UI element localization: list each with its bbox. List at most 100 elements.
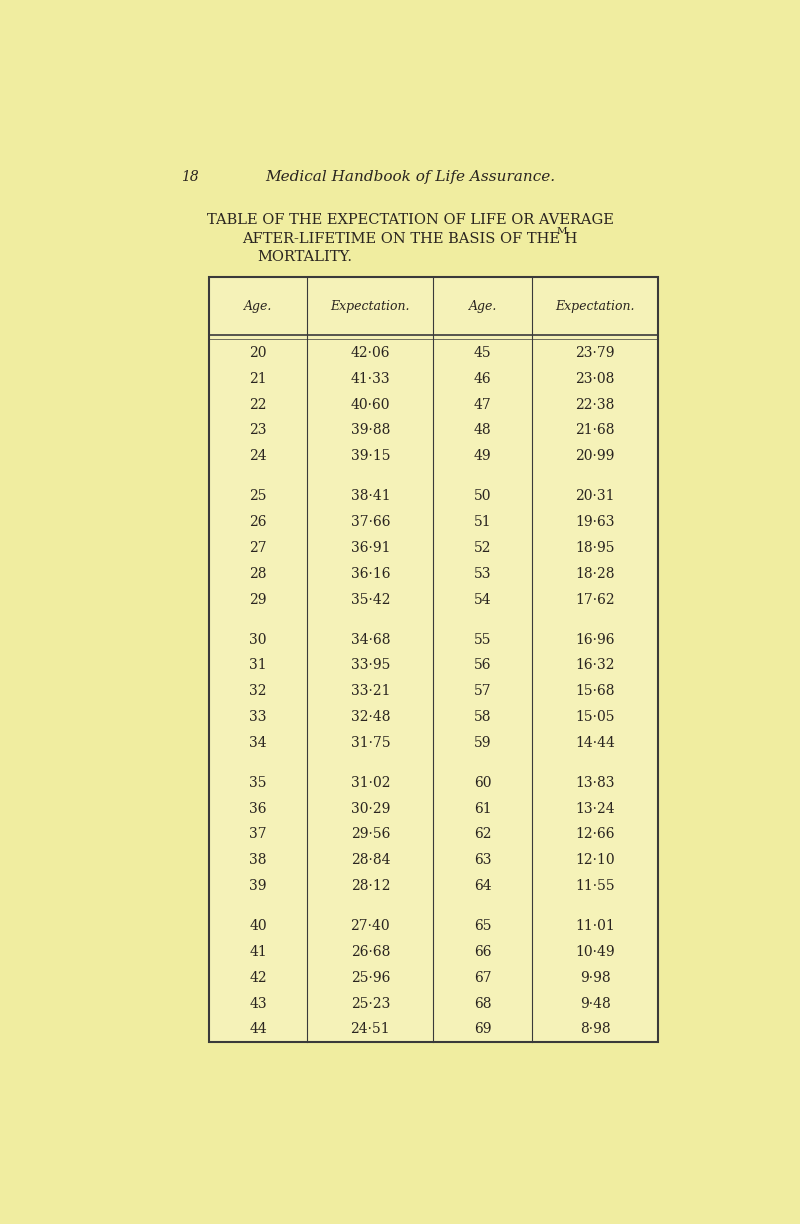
Text: 20·31: 20·31 xyxy=(575,490,615,503)
Text: 13·24: 13·24 xyxy=(575,802,615,815)
Text: 54: 54 xyxy=(474,592,491,607)
Text: 37·66: 37·66 xyxy=(350,515,390,529)
Text: 31·75: 31·75 xyxy=(350,736,390,750)
Text: 30: 30 xyxy=(249,633,266,646)
Text: 23: 23 xyxy=(249,424,266,437)
Text: 18·95: 18·95 xyxy=(575,541,615,554)
Text: 24·51: 24·51 xyxy=(350,1022,390,1037)
Text: 40·60: 40·60 xyxy=(350,398,390,411)
Text: 37: 37 xyxy=(249,827,266,841)
Text: 43: 43 xyxy=(249,996,266,1011)
Text: 20: 20 xyxy=(249,346,266,360)
Text: 16·32: 16·32 xyxy=(575,659,615,672)
Text: 39·88: 39·88 xyxy=(350,424,390,437)
Text: 36: 36 xyxy=(249,802,266,815)
Text: Expectation.: Expectation. xyxy=(555,300,635,312)
Text: 68: 68 xyxy=(474,996,491,1011)
Text: 50: 50 xyxy=(474,490,491,503)
Text: 39·15: 39·15 xyxy=(350,449,390,463)
Text: 47: 47 xyxy=(474,398,491,411)
Text: Medical Handbook of Life Assurance.: Medical Handbook of Life Assurance. xyxy=(265,170,555,185)
Text: 31: 31 xyxy=(249,659,266,672)
Text: 35: 35 xyxy=(249,776,266,789)
Text: 33: 33 xyxy=(249,710,266,723)
Text: 21: 21 xyxy=(249,372,266,386)
Text: 19·63: 19·63 xyxy=(575,515,615,529)
Text: 31·02: 31·02 xyxy=(350,776,390,789)
Text: 14·44: 14·44 xyxy=(575,736,615,750)
Text: 52: 52 xyxy=(474,541,491,554)
Text: 28·12: 28·12 xyxy=(350,879,390,894)
Text: 21·68: 21·68 xyxy=(575,424,615,437)
Text: 42·06: 42·06 xyxy=(350,346,390,360)
Text: 35·42: 35·42 xyxy=(350,592,390,607)
Text: 55: 55 xyxy=(474,633,491,646)
Text: 69: 69 xyxy=(474,1022,491,1037)
Text: 28: 28 xyxy=(249,567,266,580)
Text: 12·10: 12·10 xyxy=(575,853,615,868)
Text: 56: 56 xyxy=(474,659,491,672)
Text: 25·23: 25·23 xyxy=(350,996,390,1011)
Text: 23·08: 23·08 xyxy=(575,372,614,386)
Text: 49: 49 xyxy=(474,449,491,463)
Text: 17·62: 17·62 xyxy=(575,592,615,607)
Text: 23·79: 23·79 xyxy=(575,346,615,360)
Text: 16·96: 16·96 xyxy=(575,633,615,646)
Text: 64: 64 xyxy=(474,879,491,894)
Text: 36·16: 36·16 xyxy=(350,567,390,580)
Text: 39: 39 xyxy=(249,879,266,894)
Text: 11·01: 11·01 xyxy=(575,919,615,933)
Text: M: M xyxy=(557,228,567,236)
Text: 63: 63 xyxy=(474,853,491,868)
Text: TABLE OF THE EXPECTATION OF LIFE OR AVERAGE: TABLE OF THE EXPECTATION OF LIFE OR AVER… xyxy=(206,213,614,226)
Text: 9·98: 9·98 xyxy=(580,971,610,984)
Text: 42: 42 xyxy=(249,971,266,984)
Text: 27·40: 27·40 xyxy=(350,919,390,933)
Text: AFTER-LIFETIME ON THE BASIS OF THE H: AFTER-LIFETIME ON THE BASIS OF THE H xyxy=(242,231,578,246)
Text: 38: 38 xyxy=(249,853,266,868)
Text: 26·68: 26·68 xyxy=(350,945,390,958)
Text: 38·41: 38·41 xyxy=(350,490,390,503)
Text: 34·68: 34·68 xyxy=(350,633,390,646)
Text: 24: 24 xyxy=(249,449,266,463)
Text: 8·98: 8·98 xyxy=(580,1022,610,1037)
Text: 12·66: 12·66 xyxy=(575,827,615,841)
Text: 44: 44 xyxy=(249,1022,267,1037)
Text: 13·83: 13·83 xyxy=(575,776,615,789)
Text: 45: 45 xyxy=(474,346,491,360)
Text: 57: 57 xyxy=(474,684,491,698)
Text: 53: 53 xyxy=(474,567,491,580)
Text: 10·49: 10·49 xyxy=(575,945,615,958)
Text: 25·96: 25·96 xyxy=(350,971,390,984)
Text: 20·99: 20·99 xyxy=(575,449,614,463)
Text: 46: 46 xyxy=(474,372,491,386)
Text: 27: 27 xyxy=(249,541,266,554)
Text: 29: 29 xyxy=(249,592,266,607)
Text: 33·95: 33·95 xyxy=(350,659,390,672)
Text: 61: 61 xyxy=(474,802,491,815)
Text: MORTALITY.: MORTALITY. xyxy=(257,250,352,263)
Text: 15·68: 15·68 xyxy=(575,684,615,698)
Text: 51: 51 xyxy=(474,515,491,529)
Text: 22·38: 22·38 xyxy=(575,398,614,411)
Text: 60: 60 xyxy=(474,776,491,789)
Text: 30·29: 30·29 xyxy=(350,802,390,815)
Text: 62: 62 xyxy=(474,827,491,841)
Text: 32·48: 32·48 xyxy=(350,710,390,723)
Text: 26: 26 xyxy=(249,515,266,529)
Text: Expectation.: Expectation. xyxy=(330,300,410,312)
Text: 40: 40 xyxy=(249,919,266,933)
Text: 36·91: 36·91 xyxy=(350,541,390,554)
Text: 66: 66 xyxy=(474,945,491,958)
Text: 33·21: 33·21 xyxy=(350,684,390,698)
Text: 22: 22 xyxy=(249,398,266,411)
Text: 11·55: 11·55 xyxy=(575,879,615,894)
Text: 41·33: 41·33 xyxy=(350,372,390,386)
Text: 18·28: 18·28 xyxy=(575,567,615,580)
Text: 34: 34 xyxy=(249,736,266,750)
Text: Age.: Age. xyxy=(244,300,272,312)
Text: 18: 18 xyxy=(181,170,198,185)
Text: 28·84: 28·84 xyxy=(350,853,390,868)
Text: 59: 59 xyxy=(474,736,491,750)
Text: 25: 25 xyxy=(249,490,266,503)
